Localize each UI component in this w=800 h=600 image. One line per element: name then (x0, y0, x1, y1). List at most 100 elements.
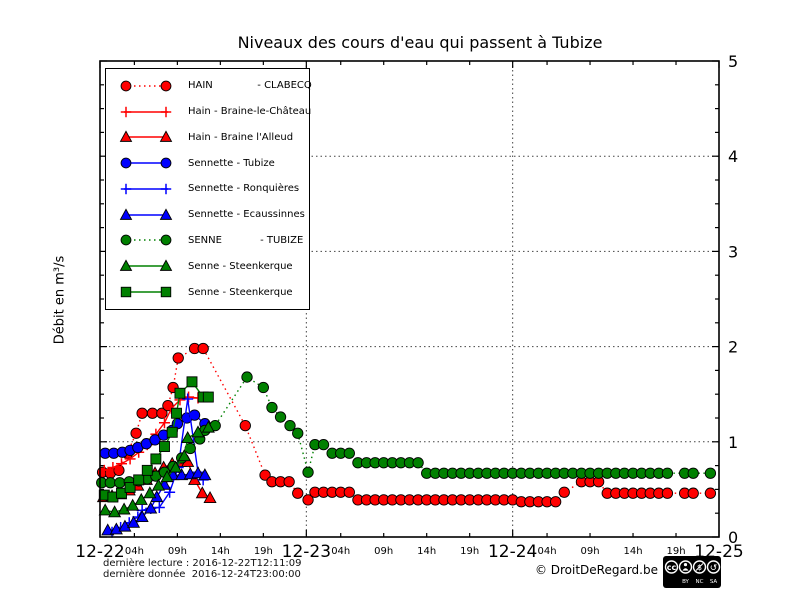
legend-item-2: Hain - Braine l'Alleud (106, 125, 309, 149)
marker-square (160, 286, 172, 298)
marker-triangle (119, 259, 133, 272)
marker-circle (172, 352, 184, 364)
marker-circle (687, 467, 699, 479)
cc-label-by: BY (682, 579, 689, 585)
marker-square (141, 464, 153, 476)
legend-marker-sample (119, 259, 173, 272)
cc-badge-bg (663, 556, 721, 588)
footer-last-data: dernière donnée 2016-12-24T23:00:00 (103, 569, 301, 580)
legend-label: SENNE - TUBIZE (188, 234, 304, 246)
marker-square (116, 487, 127, 499)
x-hour-label: 19h (666, 546, 685, 557)
marker-triangle (159, 208, 173, 220)
legend-label: HAIN - CLABECQ (188, 80, 312, 92)
gridlines (100, 61, 719, 537)
cc-label-sa: SA (710, 579, 718, 585)
y-tick-label: 4 (728, 147, 738, 166)
marker-circle (343, 486, 355, 498)
y-tick-label: 3 (728, 242, 738, 261)
legend-item-6: SENNE - TUBIZE (106, 228, 309, 252)
x-day-label: 12-23 (282, 542, 331, 562)
marker-circle (104, 477, 116, 489)
x-hour-label: 14h (417, 546, 436, 557)
marker-triangle (181, 431, 195, 444)
y-tick-label: 0 (728, 528, 738, 547)
marker-square (186, 376, 198, 388)
marker-triangle (143, 486, 157, 499)
marker-circle (259, 469, 271, 481)
marker-triangle (177, 449, 191, 462)
x-hour-label: 09h (374, 546, 393, 557)
marker-circle (136, 407, 148, 419)
legend-item-3: Sennette - Tubize (106, 151, 309, 175)
marker-triangle (117, 502, 131, 515)
legend-marker-sample (119, 130, 173, 143)
y-tick-label: 2 (728, 338, 738, 357)
marker-circle (160, 235, 172, 246)
marker-triangle (195, 486, 209, 499)
footer-last-reading: dernière lecture : 2016-12-22T12:11:09 (103, 558, 302, 569)
marker-triangle (169, 460, 183, 473)
marker-circle (274, 411, 287, 423)
copyright-text: © DroitDeRegard.be (534, 563, 658, 577)
legend-item-5: Sennette - Ecaussinnes (106, 203, 309, 227)
marker-circle (156, 407, 168, 419)
legend-marker-sample (120, 157, 172, 169)
marker-triangle (135, 510, 149, 523)
marker-circle (120, 80, 132, 92)
marker-circle (550, 496, 562, 508)
marker-circle (687, 487, 699, 499)
marker-triangle (175, 468, 189, 481)
marker-circle (114, 477, 126, 489)
marker-circle (704, 467, 717, 479)
marker-triangle (134, 492, 148, 505)
marker-triangle (159, 130, 173, 143)
marker-circle (292, 427, 304, 439)
series-8 (98, 376, 214, 503)
marker-triangle (98, 503, 112, 516)
marker-circle (283, 476, 295, 488)
marker-triangle (101, 523, 115, 536)
marker-triangle (191, 425, 205, 438)
series-7 (98, 420, 215, 518)
series-5 (101, 466, 212, 536)
marker-triangle (151, 478, 166, 491)
cc-icon-ring (706, 560, 721, 574)
legend-label: Hain - Braine l'Alleud (188, 131, 294, 143)
legend-label: Hain - Braine-le-Château (188, 106, 312, 118)
marker-circle (558, 486, 570, 498)
marker-circle (266, 401, 278, 414)
legend-marker-sample (120, 235, 172, 246)
marker-circle (661, 487, 674, 499)
marker-circle (302, 466, 314, 478)
marker-circle (343, 447, 355, 459)
marker-triangle (119, 208, 133, 220)
marker-circle (241, 371, 253, 383)
chart-title: Niveaux des cours d'eau qui passent à Tu… (237, 33, 603, 52)
legend-label: Sennette - Ecaussinnes (188, 209, 305, 221)
axis-ticks: 0 1 2 3 4 5 04h 09h 14h 19h 04h 09h 14h 19h 04h 09h 14h 1… (75, 52, 743, 562)
x-hour-label: 09h (581, 546, 600, 557)
legend-marker-sample (120, 106, 172, 117)
marker-circle (284, 419, 296, 432)
legend-label: Sennette - Ronquières (188, 183, 300, 195)
x-hour-label: 19h (460, 546, 479, 557)
legend-marker-sample (120, 183, 172, 195)
legend-marker-sample (120, 80, 172, 92)
by-person-icon (682, 568, 689, 571)
cc-icon: cc (667, 563, 677, 572)
legend-label: Senne - Steenkerque (188, 260, 293, 272)
marker-triangle (203, 491, 217, 504)
marker-circle (149, 434, 161, 446)
y-tick-label: 1 (728, 433, 738, 452)
x-hour-label: 14h (623, 546, 642, 557)
cc-label-nc: NC (696, 579, 704, 585)
marker-circle (239, 419, 251, 432)
marker-square (174, 387, 186, 399)
marker-circle (130, 427, 142, 439)
marker-triangle (198, 468, 212, 481)
